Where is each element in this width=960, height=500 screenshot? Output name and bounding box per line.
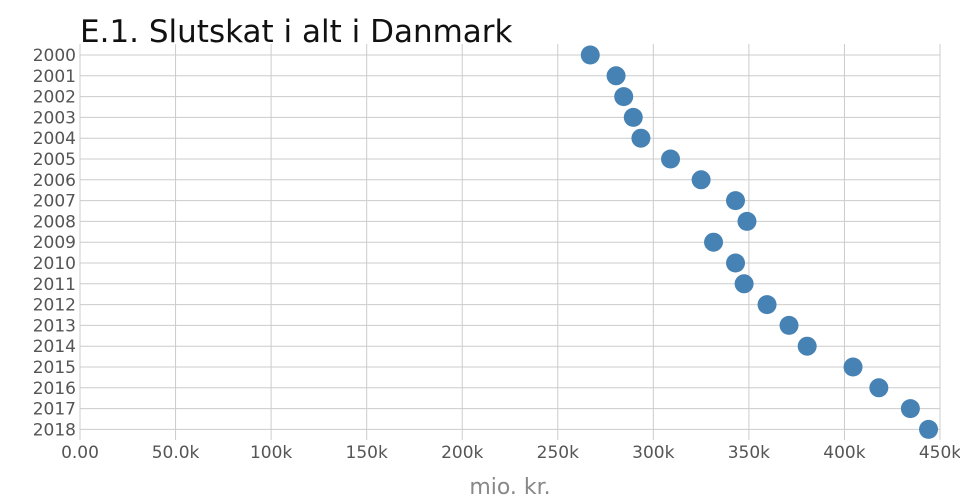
- data-point[interactable]: [623, 107, 643, 127]
- x-axis-ticks: 0.00 50.0k 100k 150k 200k 250k 300k 350k 400k 450…: [61, 443, 960, 463]
- data-point[interactable]: [737, 211, 757, 231]
- x-axis-label: mio. kr.: [469, 475, 550, 500]
- grid-layer: [79, 44, 941, 440]
- data-points: [580, 45, 939, 439]
- y-tick-label: 2017: [33, 400, 76, 420]
- data-point[interactable]: [661, 149, 681, 169]
- x-tick-label: 50.0k: [152, 443, 200, 463]
- x-tick-label: 350k: [728, 443, 770, 463]
- data-point[interactable]: [606, 66, 626, 86]
- x-tick-label: 450k: [919, 443, 960, 463]
- y-tick-label: 2007: [33, 192, 76, 212]
- y-tick-label: 2001: [33, 67, 76, 87]
- data-point[interactable]: [614, 87, 634, 107]
- y-tick-label: 2010: [33, 254, 76, 274]
- y-tick-label: 2018: [33, 420, 76, 440]
- y-tick-label: 2004: [33, 129, 76, 149]
- data-point[interactable]: [843, 357, 863, 377]
- data-point[interactable]: [726, 253, 746, 273]
- y-tick-label: 2002: [33, 88, 76, 108]
- y-tick-label: 2008: [33, 212, 76, 232]
- y-tick-label: 2003: [33, 108, 76, 128]
- y-tick-label: 2013: [33, 316, 76, 336]
- x-tick-label: 150k: [346, 443, 388, 463]
- x-tick-label: 200k: [441, 443, 483, 463]
- x-tick-label: 250k: [537, 443, 579, 463]
- y-tick-label: 2000: [33, 46, 76, 66]
- data-point[interactable]: [631, 128, 651, 148]
- data-point[interactable]: [580, 45, 600, 65]
- x-tick-label: 0.00: [61, 443, 99, 463]
- y-tick-label: 2015: [33, 358, 76, 378]
- x-tick-label: 400k: [823, 443, 865, 463]
- data-point[interactable]: [691, 170, 711, 190]
- x-tick-label: 300k: [632, 443, 674, 463]
- data-point[interactable]: [869, 378, 889, 398]
- data-point[interactable]: [779, 315, 799, 335]
- y-tick-label: 2006: [33, 171, 76, 191]
- data-point[interactable]: [704, 232, 724, 252]
- chart-title: E.1. Slutskat i alt i Danmark: [80, 14, 513, 50]
- data-point[interactable]: [900, 399, 920, 419]
- data-point[interactable]: [726, 191, 746, 211]
- y-axis-ticks: 2000200120022003200420052006200720082009…: [33, 46, 76, 440]
- y-tick-label: 2012: [33, 296, 76, 316]
- x-tick-label: 100k: [250, 443, 292, 463]
- y-tick-label: 2016: [33, 379, 76, 399]
- y-tick-label: 2009: [33, 233, 76, 253]
- data-point[interactable]: [757, 295, 777, 315]
- y-tick-label: 2005: [33, 150, 76, 170]
- y-tick-label: 2014: [33, 337, 76, 357]
- y-tick-label: 2011: [33, 275, 76, 295]
- data-point[interactable]: [919, 419, 939, 439]
- data-point[interactable]: [797, 336, 817, 356]
- data-point[interactable]: [734, 274, 754, 294]
